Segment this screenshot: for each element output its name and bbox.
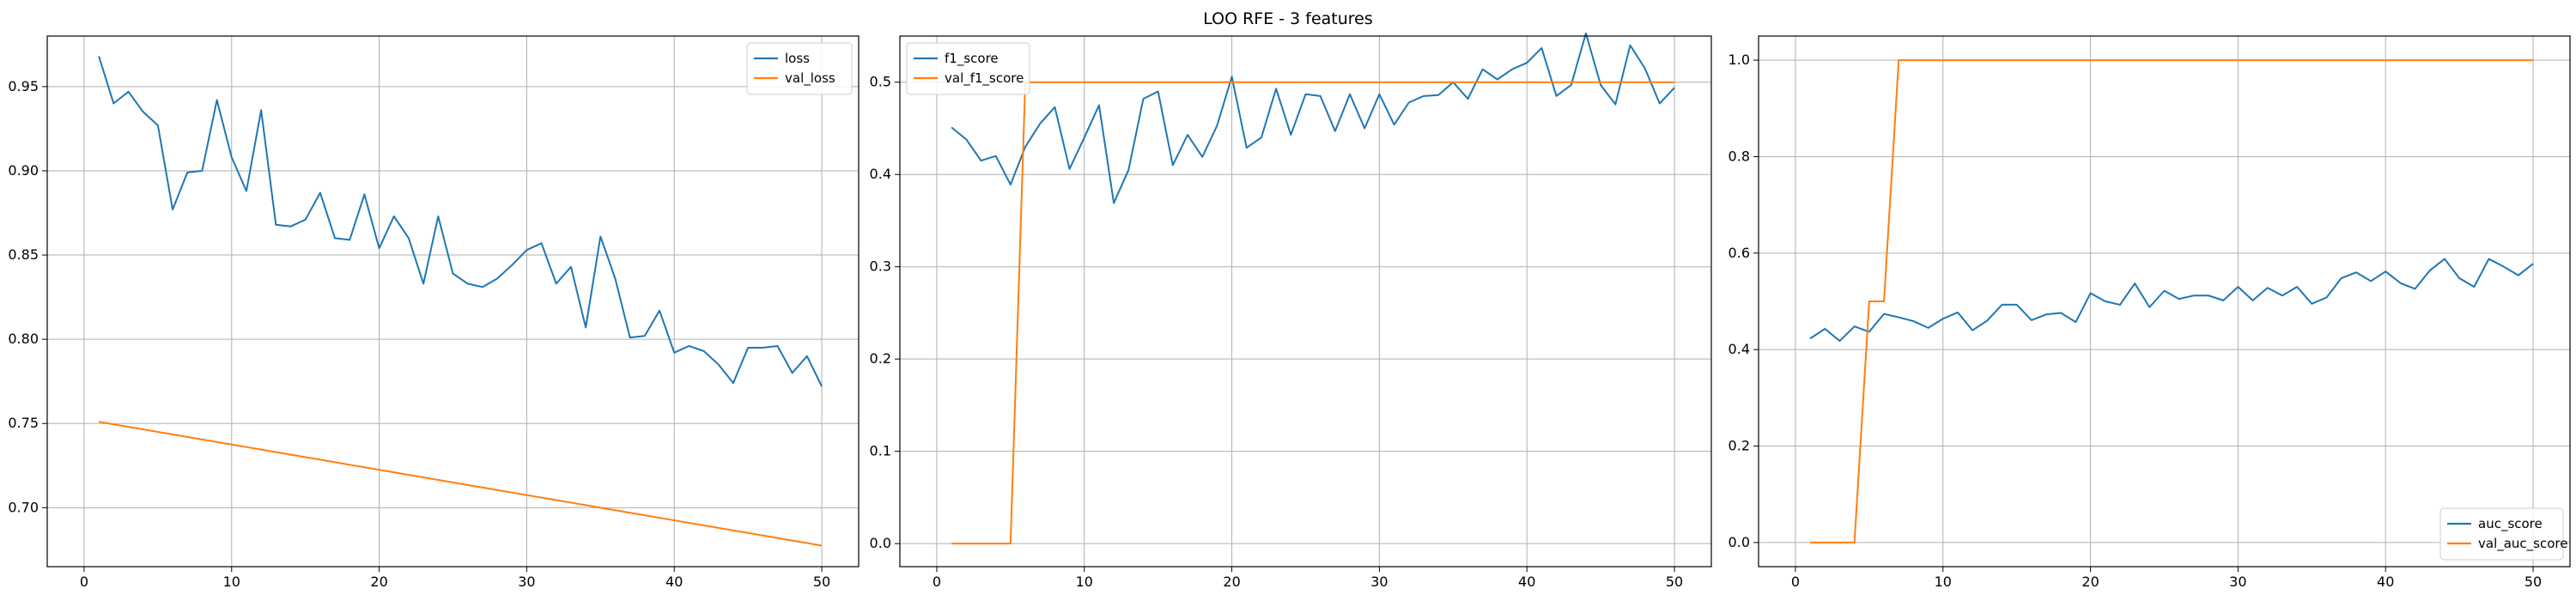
- legend-box: [906, 42, 1030, 95]
- x-tick-label: 20: [1223, 574, 1240, 590]
- legend-label-loss: loss: [785, 51, 810, 66]
- plot-frame: [899, 35, 1712, 568]
- chart-panel-2: 0 10 20 30 40 50 0.0 0.1 0.2 0.3 0.4 0.5 f1_scoreval…: [870, 32, 1712, 590]
- x-tick-label: 20: [370, 574, 387, 590]
- x-tick-label: 40: [2377, 574, 2394, 590]
- series-line-val_f1_score: [951, 81, 1675, 545]
- y-tick-label: 0.70: [8, 499, 39, 515]
- plot-frame: [1758, 35, 2571, 568]
- x-tick-label: 0: [80, 574, 88, 590]
- y-tick-label: 0.90: [8, 162, 39, 179]
- x-tick-label: 30: [2229, 574, 2246, 590]
- chart-panel-3: 0 10 20 30 40 50 0.0 0.2 0.4 0.6 0.8 1.0 auc_scoreva…: [1728, 35, 2571, 590]
- x-tick-label: 10: [223, 574, 240, 590]
- y-tick-label: 0.4: [1728, 341, 1750, 357]
- y-tick-label: 0.95: [8, 78, 39, 94]
- y-tick-label: 1.0: [1728, 52, 1750, 68]
- chart-panel-1: 0 10 20 30 40 50 0.70 0.75 0.80 0.85 0.90 0.95 loss v…: [8, 35, 860, 590]
- series-line-val_auc_score: [1810, 59, 2534, 543]
- legend: auc_score val_auc_score: [2439, 507, 2568, 561]
- y-tick-label: 0.0: [1728, 534, 1750, 550]
- charts: 0 10 20 30 40 500.700.750.800.850.900.95lossv…: [8, 32, 2571, 590]
- x-tick-label: 40: [1518, 574, 1535, 590]
- series-line-val_loss: [98, 421, 823, 547]
- y-tick-label: 0.80: [8, 331, 39, 347]
- x-tick-label: 40: [665, 574, 683, 590]
- x-tick-label: 50: [2524, 574, 2542, 590]
- legend-label-f1_score: f1_score: [945, 51, 999, 67]
- y-tick-label: 0.75: [8, 415, 39, 431]
- plot-frame: [46, 35, 860, 568]
- y-tick-label: 0.6: [1728, 245, 1750, 261]
- x-tick-label: 30: [1370, 574, 1388, 590]
- legend-label-val_loss: val_loss: [785, 70, 835, 87]
- x-tick-label: 10: [1076, 574, 1093, 590]
- y-tick-label: 0.2: [1728, 438, 1750, 454]
- y-tick-label: 0.8: [1728, 148, 1750, 164]
- legend-label-auc_score: auc_score: [2478, 516, 2543, 532]
- x-tick-label: 0: [1791, 574, 1800, 590]
- series-line-auc_score: [1809, 258, 2534, 343]
- y-tick-label: 0.0: [870, 535, 891, 551]
- legend-box: [746, 42, 853, 95]
- x-tick-label: 20: [2081, 574, 2099, 590]
- legend-label-val_auc_score: val_auc_score: [2478, 536, 2568, 552]
- y-tick-label: 0.2: [870, 350, 891, 367]
- x-tick-label: 50: [1666, 574, 1683, 590]
- y-tick-label: 0.85: [8, 246, 39, 263]
- y-tick-label: 0.3: [870, 258, 891, 275]
- x-tick-label: 30: [518, 574, 535, 590]
- legend-label-val_f1_score: val_f1_score: [945, 70, 1024, 87]
- legend-box: [2439, 507, 2564, 561]
- y-tick-label: 0.1: [870, 443, 891, 459]
- y-tick-label: 0.5: [870, 74, 891, 90]
- legend: f1_score val_f1_score: [906, 42, 1030, 95]
- figure-title: LOO RFE - 3 features: [1203, 9, 1373, 28]
- x-tick-label: 0: [933, 574, 941, 590]
- series-line-f1_score: [951, 32, 1675, 204]
- x-tick-label: 50: [813, 574, 830, 590]
- y-tick-label: 0.4: [870, 166, 891, 182]
- legend: loss val_loss: [746, 42, 853, 95]
- series-line-loss: [98, 56, 823, 387]
- x-tick-label: 10: [1935, 574, 1952, 590]
